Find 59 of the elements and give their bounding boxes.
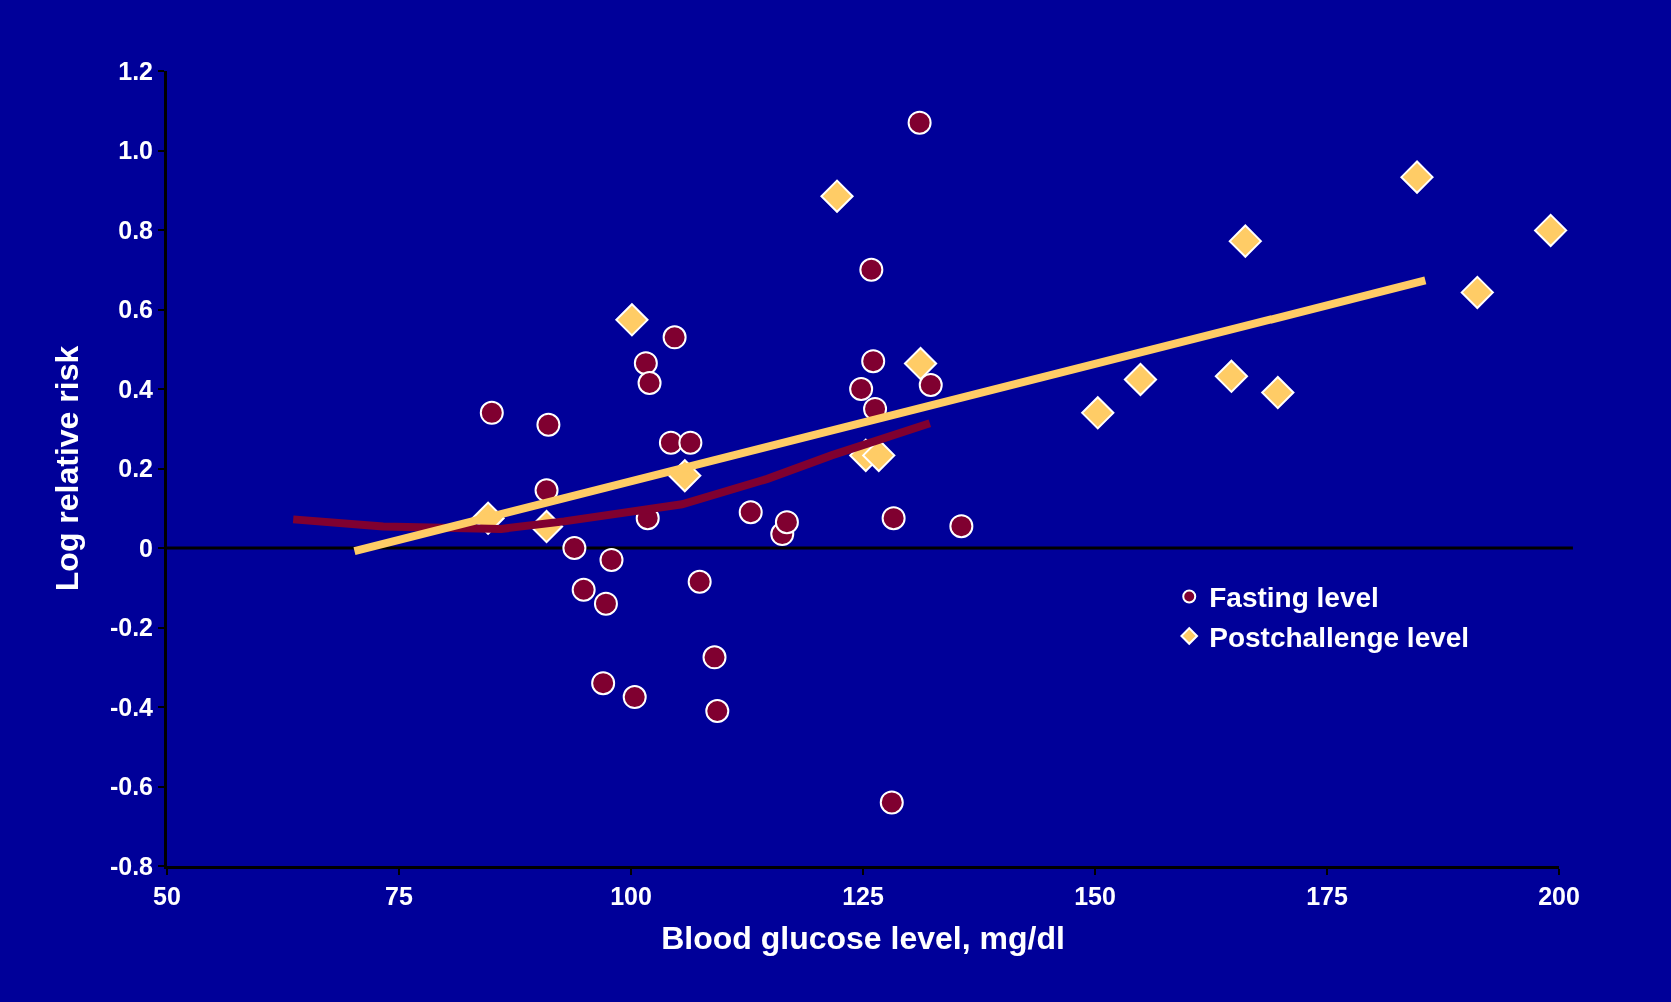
legend-label: Postchallenge level [1209,621,1470,653]
point [687,569,712,594]
point [571,577,596,602]
x-tick-label: 75 [385,882,413,910]
point [881,506,906,531]
point [705,698,730,723]
y-tick-label: 0.2 [118,454,153,483]
point [774,510,799,535]
x-tick-label: 200 [1538,882,1580,910]
point [1400,160,1434,194]
point [849,377,874,401]
y-tick-label: 0.8 [118,215,154,244]
x-tick-label: 50 [153,882,181,910]
x-tick-label: 175 [1306,882,1348,910]
y-tick-label: 1.0 [118,136,153,165]
x-axis-title: Blood glucose level, mg/dl [661,919,1065,956]
y-tick-label: 1.2 [118,56,153,85]
point [591,671,616,696]
point [1460,275,1494,310]
y-tick-label: -0.6 [109,772,153,801]
point [903,346,938,381]
point [562,536,587,560]
point [599,547,624,572]
y-tick-label: -0.4 [109,692,154,721]
x-tick-label: 100 [610,882,652,910]
point [622,685,647,710]
point [1081,396,1115,430]
point [1228,224,1262,258]
legend-label: Fasting level [1209,582,1379,614]
point [593,591,618,616]
point [633,351,658,376]
point [918,373,943,398]
y-tick-label: 0 [139,533,153,562]
point [861,349,886,374]
y-axis-title: Log relative risk [49,345,86,592]
point [1261,375,1295,410]
point [738,500,763,525]
point [637,371,662,396]
y-tick-label: -0.2 [109,613,153,642]
y-tick-label: 0.4 [118,374,154,403]
point [907,110,932,135]
point [536,412,561,437]
point [662,325,687,350]
x-tick-label: 125 [842,882,884,910]
point [1123,362,1158,397]
x-tick-label: 150 [1074,882,1116,910]
point [859,257,884,282]
y-tick-label: -0.8 [109,851,154,880]
point [702,645,727,670]
point [678,430,703,455]
y-tick-label: 0.6 [118,295,153,324]
point [615,303,649,337]
point [1534,213,1568,247]
point [1214,359,1249,393]
point [479,400,504,425]
point [820,179,854,213]
point [879,790,904,815]
point [658,430,683,455]
point [949,514,974,539]
